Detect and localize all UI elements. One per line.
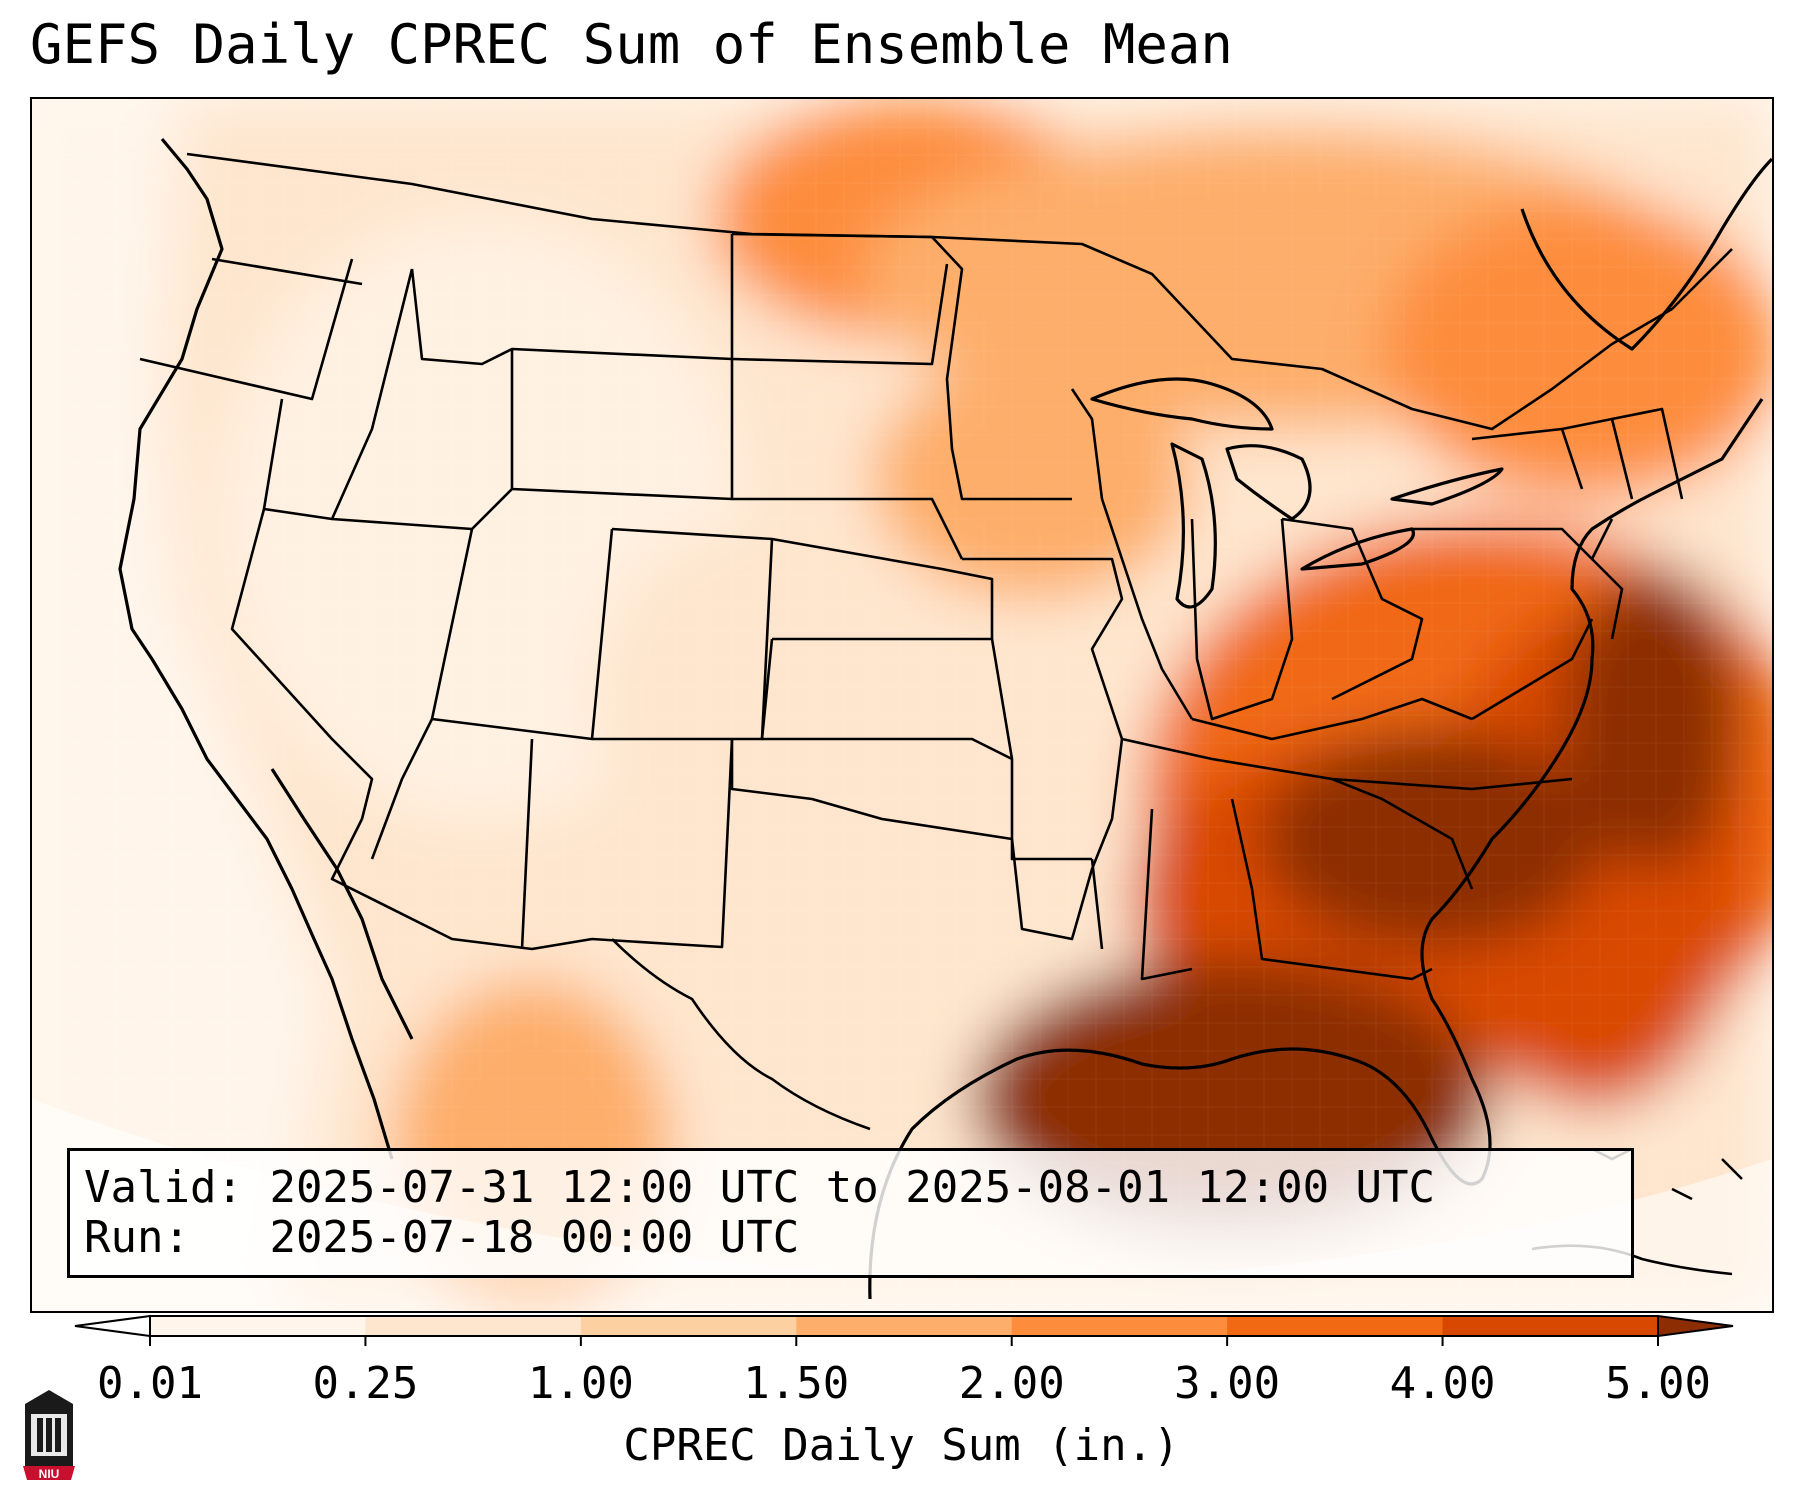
- logo-text: NIU: [39, 1467, 60, 1481]
- colorbar-tick-label: 2.00: [958, 1358, 1065, 1409]
- colorbar-over-arrow: [1657, 1314, 1734, 1338]
- run-label: Run:: [84, 1212, 190, 1263]
- colorbar-tick-label: 1.50: [743, 1358, 850, 1409]
- niu-logo: NIU: [21, 1386, 77, 1482]
- map-panel: [30, 97, 1774, 1313]
- colorbar-segment: [365, 1316, 582, 1336]
- colorbar-segment: [580, 1316, 797, 1336]
- colorbar-under-arrow: [74, 1314, 151, 1338]
- precip-map: [32, 99, 1772, 1311]
- valid-value: 2025-07-31 12:00 UTC to 2025-08-01 12:00…: [269, 1162, 1436, 1213]
- map-title: GEFS Daily CPREC Sum of Ensemble Mean: [30, 13, 1233, 76]
- colorbar-segment: [796, 1316, 1013, 1336]
- colorbar-segment: [1011, 1316, 1228, 1336]
- colorbar-tick-label: 3.00: [1174, 1358, 1281, 1409]
- colorbar-segment: [150, 1316, 366, 1336]
- state-borders: [139, 152, 1733, 1131]
- colorbar-label: CPREC Daily Sum (in.): [623, 1420, 1180, 1471]
- colorbar-tick-label: 5.00: [1605, 1358, 1711, 1409]
- colorbar-segment: [1227, 1316, 1444, 1336]
- colorbar-outline: [149, 1315, 1659, 1337]
- colorbar-tick-label: 1.00: [527, 1358, 634, 1409]
- valid-label: Valid:: [84, 1162, 243, 1213]
- colorbar-tick-label: 0.01: [97, 1358, 203, 1409]
- colorbar-segment: [1442, 1316, 1659, 1336]
- coastline: [118, 137, 1772, 1300]
- colorbar-tick-label: 4.00: [1389, 1358, 1496, 1409]
- run-value: 2025-07-18 00:00 UTC: [269, 1212, 800, 1263]
- colorbar-tick-label: 0.25: [312, 1358, 419, 1409]
- validity-info-box: Valid: 2025-07-31 12:00 UTC to 2025-08-0…: [67, 1148, 1634, 1278]
